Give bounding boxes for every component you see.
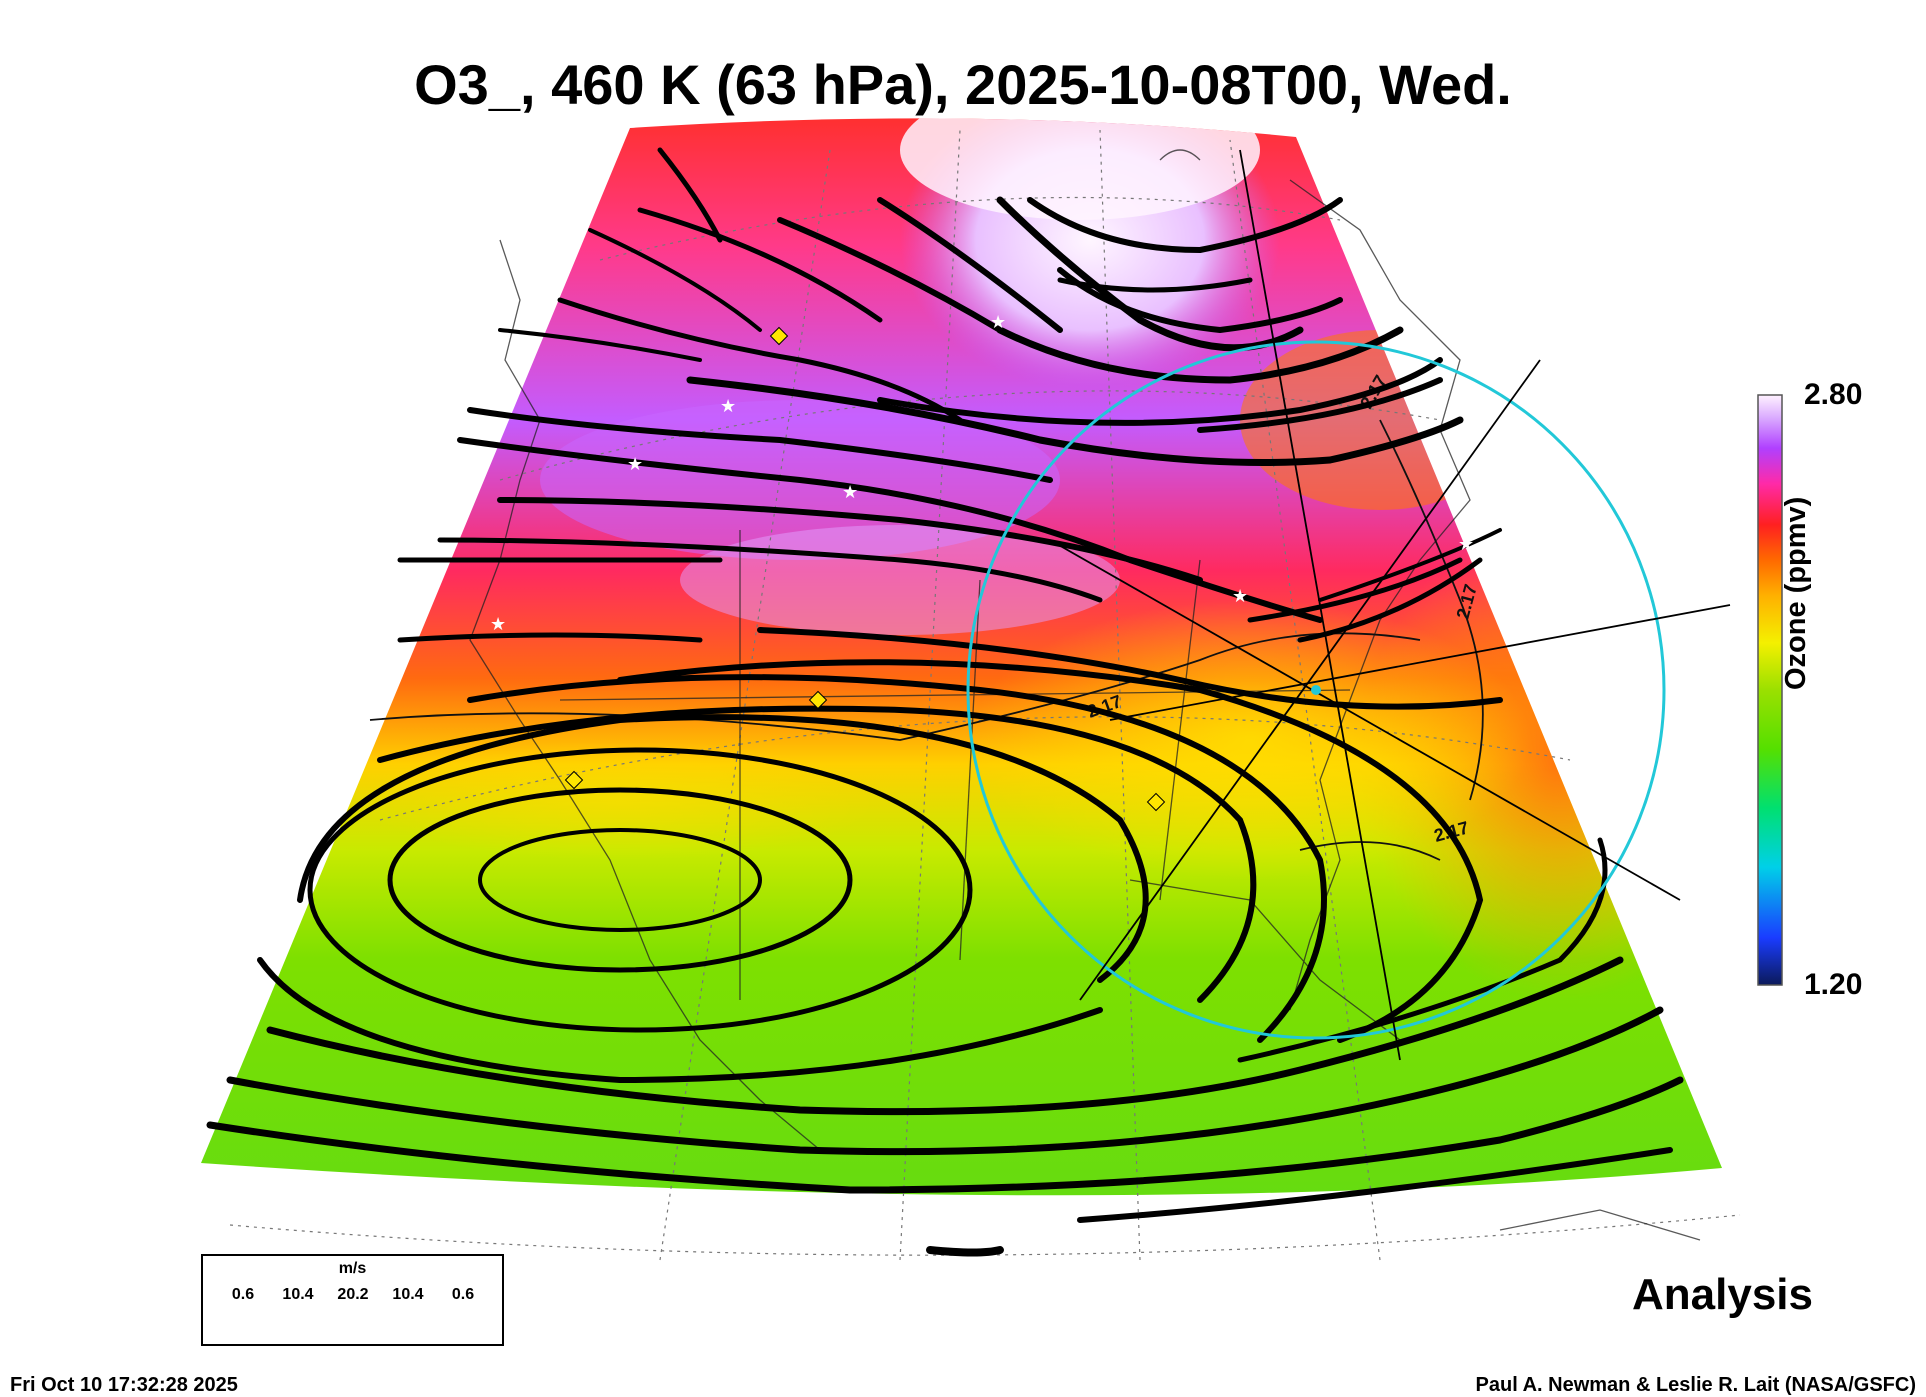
- star-marker: ★: [490, 614, 506, 634]
- analysis-label: Analysis: [1632, 1270, 1813, 1319]
- star-marker: ★: [990, 312, 1006, 332]
- diamond-markers: [564, 326, 1166, 812]
- center-marker: [1311, 685, 1321, 695]
- credit-line: Paul A. Newman & Leslie R. Lait (NASA/GS…: [1475, 1374, 1916, 1396]
- colorbar-min-label: 1.20: [1804, 968, 1863, 1001]
- colorbar: [1757, 394, 1783, 986]
- wind-legend-tick: 20.2: [337, 1286, 369, 1303]
- colorbar-title: Ozone (ppmv): [1780, 496, 1812, 690]
- wind-speed-legend: m/s 0.6 10.4 20.2 10.4 0.6: [201, 1254, 504, 1346]
- plot-title: O3_, 460 K (63 hPa), 2025-10-08T00, Wed.: [414, 53, 1512, 116]
- wind-legend-tick: 0.6: [451, 1286, 475, 1303]
- wind-legend-units: m/s: [338, 1260, 367, 1277]
- station-range-circle: [966, 149, 1731, 1061]
- wind-streamlines: [206, 147, 1684, 1257]
- coastlines: [469, 149, 1701, 1241]
- wind-legend-tick: 10.4: [392, 1286, 424, 1303]
- star-marker: ★: [1458, 534, 1474, 554]
- star-marker: ★: [1232, 586, 1248, 606]
- wind-legend-tick: 0.6: [231, 1286, 255, 1303]
- wind-legend-tick: 10.4: [282, 1286, 314, 1303]
- colorbar-max-label: 2.80: [1804, 378, 1863, 411]
- station-markers: ★ ★ ★ ★ ★ ★ ★: [490, 312, 1474, 634]
- star-marker: ★: [720, 396, 736, 416]
- star-marker: ★: [842, 482, 858, 502]
- timestamp: Fri Oct 10 17:32:28 2025: [10, 1374, 238, 1396]
- star-marker: ★: [627, 454, 643, 474]
